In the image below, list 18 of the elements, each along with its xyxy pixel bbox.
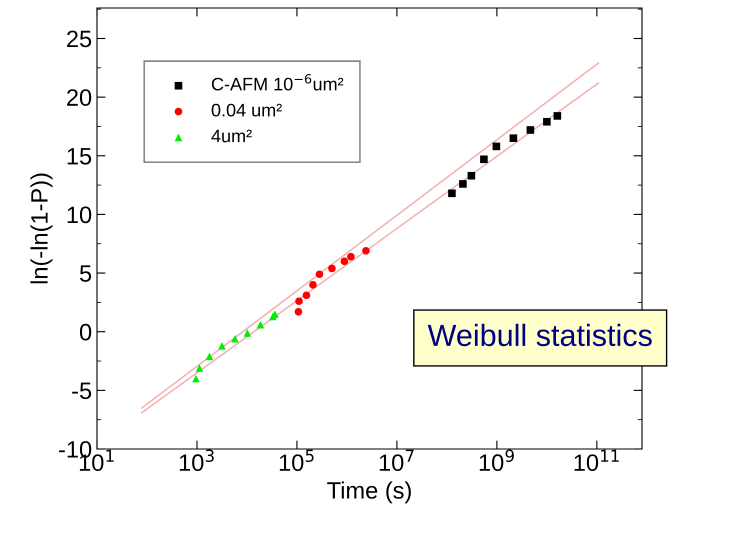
y-tick-label: 20 — [67, 89, 92, 106]
x-tick-label: 10$^{9}$ — [480, 449, 514, 472]
y-tick-label: 25 — [67, 30, 92, 48]
y-tick-label: 0 — [80, 324, 92, 340]
annotation: Weibull statistics — [428, 324, 652, 346]
legend-label: C-AFM 10$^{−6}$um² — [212, 74, 344, 90]
legend-label: 0.04 um² — [212, 104, 282, 116]
x-tick-label: 10$^{5}$ — [280, 450, 314, 472]
x-tick-label: 10$^{3}$ — [180, 449, 214, 472]
x-axis-title: Time (s) — [327, 481, 411, 504]
legend-label: 4um² — [211, 130, 252, 142]
y-tick-label: 15 — [68, 148, 92, 165]
x-tick-label: 10$^{7}$ — [380, 450, 414, 472]
x-tick-label: 10$^{11}$ — [574, 450, 619, 472]
y-axis-title: ln(-ln(1-P)) — [30, 174, 52, 284]
y-tick-label: 10 — [68, 206, 92, 224]
y-tick-label: 5 — [80, 265, 92, 282]
y-tick-label: -5 — [72, 382, 92, 400]
